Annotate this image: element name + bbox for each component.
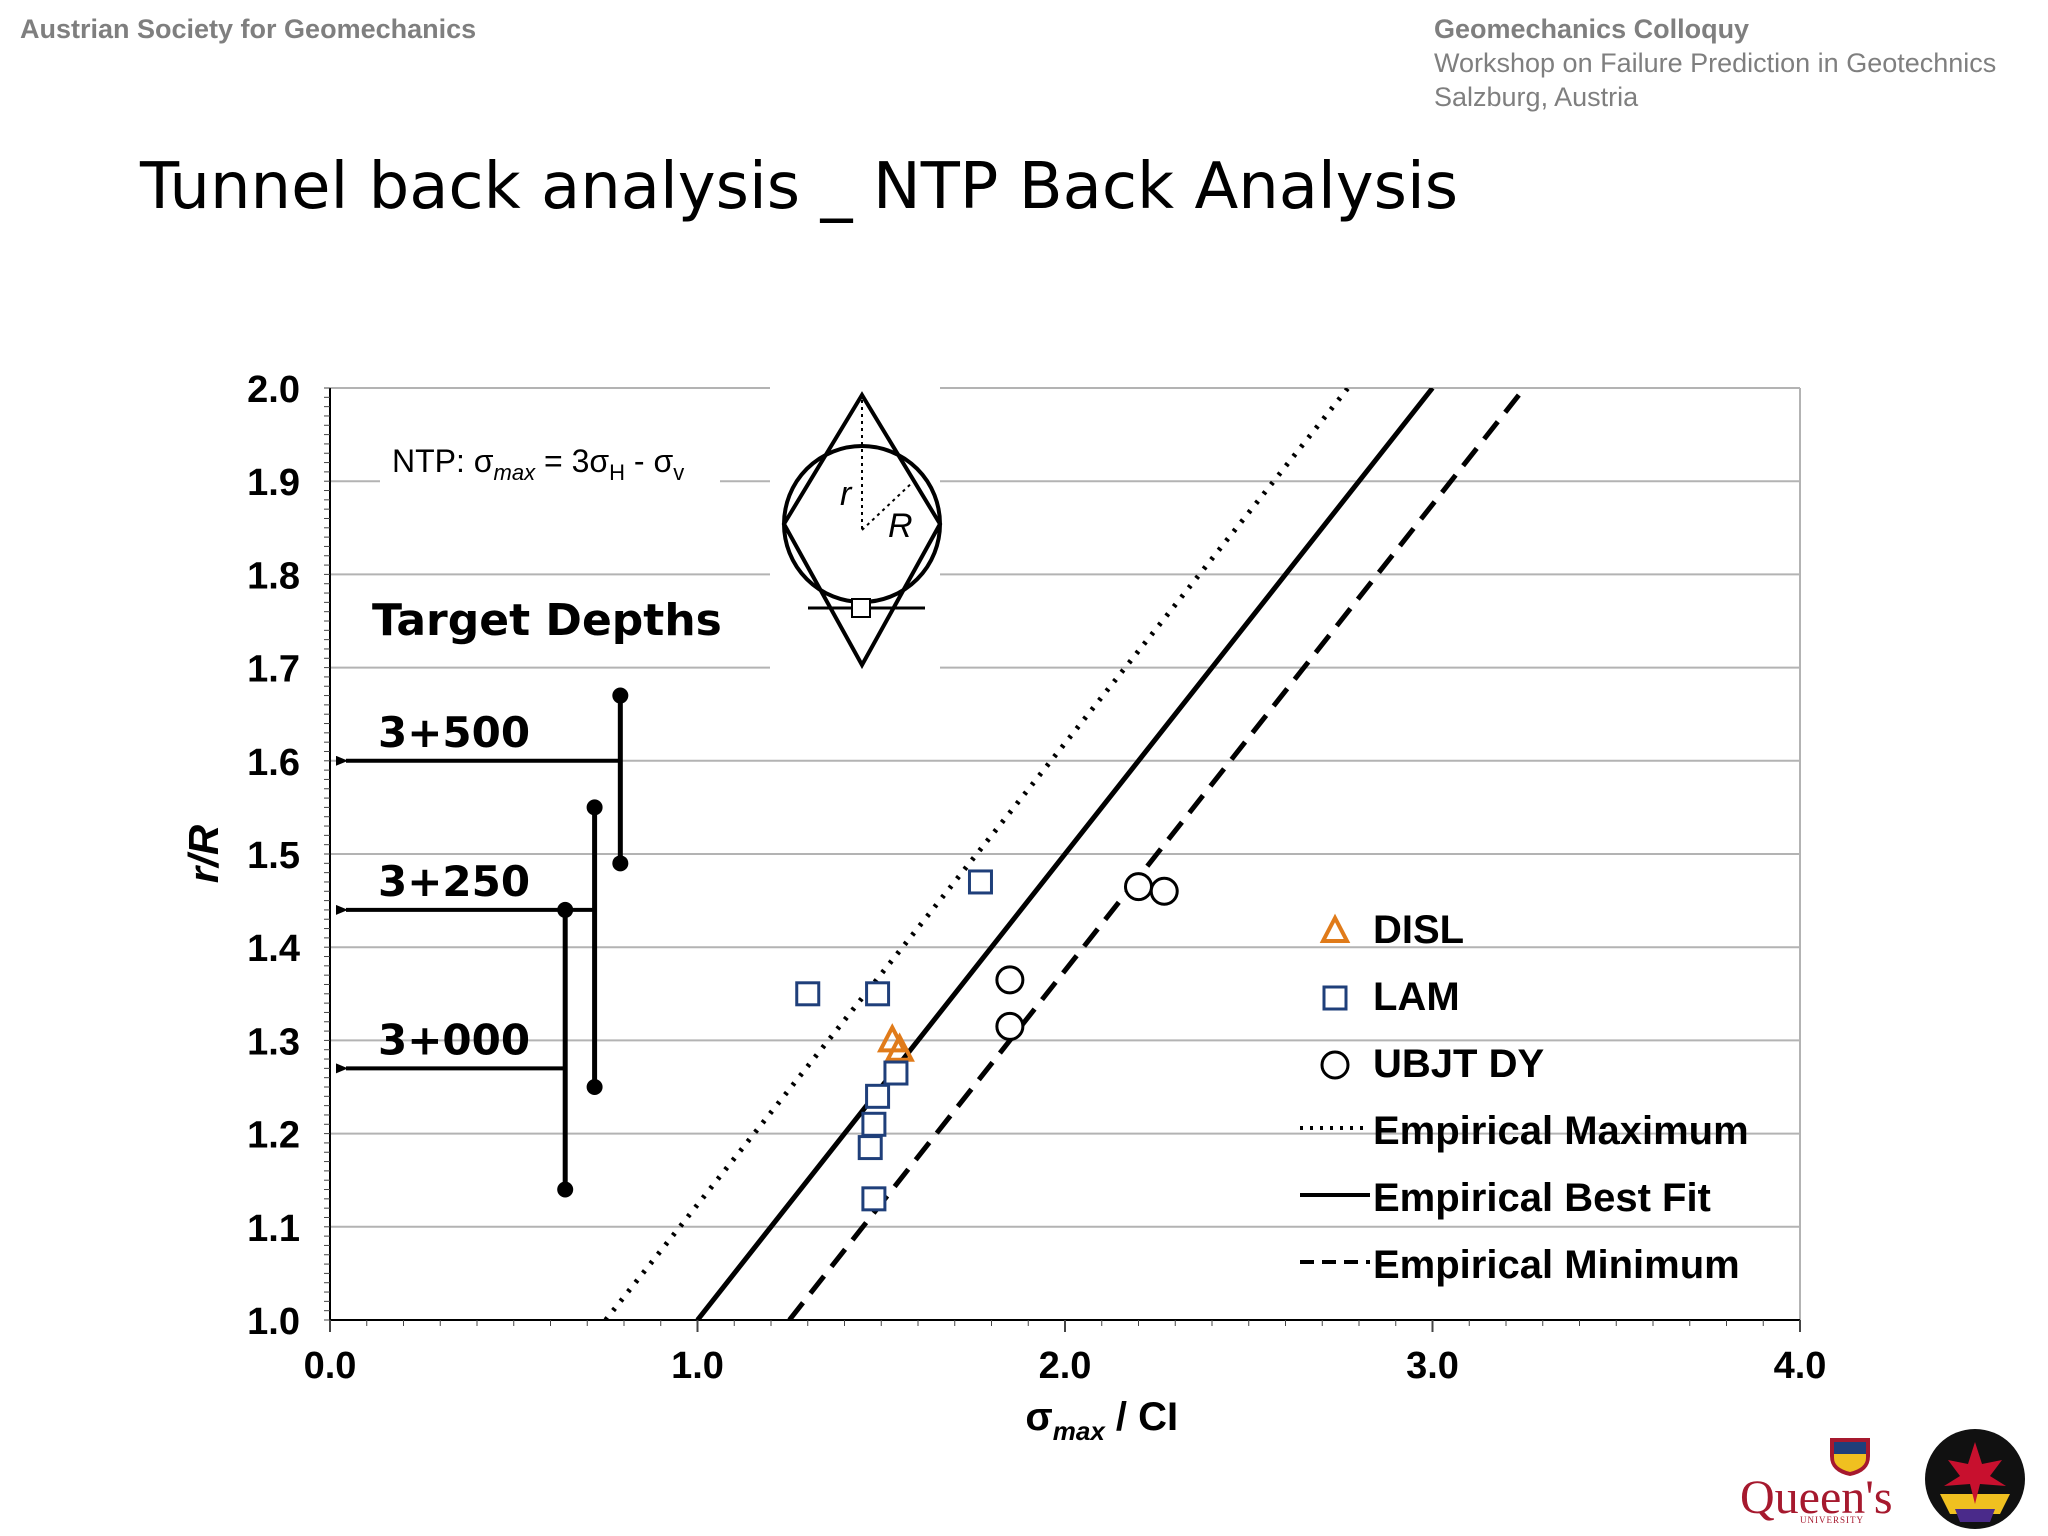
point-lam	[865, 1083, 891, 1109]
target-title-background	[360, 580, 740, 660]
formula-part: = 3σ	[535, 443, 609, 479]
point-ubjt-dy	[995, 1011, 1025, 1041]
legend-label: Empirical Minimum	[1373, 1243, 1740, 1287]
y-tick-label: 1.0	[247, 1301, 300, 1343]
legend-label: Empirical Best Fit	[1373, 1176, 1711, 1220]
formula-part: max	[494, 460, 537, 485]
y-tick-label: 1.9	[247, 462, 300, 504]
point-lam	[861, 1111, 887, 1137]
r-label: r	[840, 475, 853, 513]
slide-title: Tunnel back analysis _ NTP Back Analysis	[140, 150, 1459, 224]
legend-label: DISL	[1373, 908, 1464, 952]
tunnel-schematic: rR	[781, 391, 943, 670]
colloquium-name: Geomechanics Colloquy	[1434, 14, 1750, 44]
formula-part: NTP: σ	[392, 443, 494, 479]
target-depths-title: Target Depths	[372, 595, 722, 646]
R-label: R	[888, 507, 913, 545]
y-tick-label: 1.2	[247, 1115, 300, 1157]
y-tick-label: 1.7	[247, 649, 300, 691]
event-info: Geomechanics Colloquy Workshop on Failur…	[1434, 12, 1996, 114]
schematic-background	[770, 370, 940, 670]
point-lam	[883, 1060, 909, 1086]
y-tick-label: 1.8	[247, 555, 300, 597]
institute-logo-icon	[1925, 1429, 2025, 1529]
depth-label: 3+000	[378, 1015, 530, 1064]
legend-marker-disl	[1319, 913, 1351, 943]
legend-label: UBJT DY	[1373, 1042, 1544, 1086]
formula-text: NTP: σmax = 3σH - σv	[392, 443, 684, 485]
formula-part: - σ	[625, 443, 673, 479]
empirical-lines	[603, 388, 1527, 1320]
depth-range-end	[586, 1079, 603, 1095]
y-tick-label: 1.1	[247, 1208, 300, 1250]
x-tick-label: 0.0	[304, 1345, 357, 1387]
legend: DISL LAM UBJT DY Empirical Maximum Empirical…	[1300, 908, 1749, 1287]
formula-background	[380, 420, 720, 510]
x-axis-label: σmax / CI	[1025, 1395, 1178, 1446]
depth-range-end	[557, 1181, 574, 1198]
y-tick-label: 1.5	[247, 835, 300, 877]
point-disl	[884, 1032, 915, 1062]
y-tick-label: 1.6	[247, 742, 300, 784]
legend-label: LAM	[1373, 975, 1460, 1019]
line-empirical-best-fit	[695, 388, 1435, 1320]
x-tick-label: 4.0	[1774, 1345, 1827, 1387]
x-tick-label: 2.0	[1039, 1345, 1092, 1387]
depth-range-end	[612, 687, 629, 704]
y-tick-label: 1.3	[247, 1021, 300, 1063]
legend-marker-lam	[1322, 985, 1348, 1011]
y-tick-label: 2.0	[247, 369, 300, 411]
organization-name: Austrian Society for Geomechanics	[20, 14, 477, 44]
depth-range-end	[557, 901, 574, 918]
depth-label: 3+250	[378, 857, 530, 906]
depth-label: 3+500	[378, 708, 530, 757]
formula-part: v	[673, 460, 684, 485]
x-tick-label: 1.0	[671, 1345, 724, 1387]
queens-logo-subtext: UNIVERSITY	[1800, 1515, 1864, 1525]
legend-marker-ubjt-dy	[1320, 1050, 1350, 1080]
point-ubjt-dy	[1149, 876, 1179, 906]
formula-part: H	[609, 460, 625, 485]
y-axis-label: r/R	[180, 824, 227, 883]
point-lam	[795, 981, 821, 1007]
depth-range-end	[586, 799, 603, 816]
queens-logo-text: Queen's	[1740, 1471, 1893, 1524]
depth-range-end	[612, 855, 629, 872]
point-lam	[967, 869, 993, 895]
x-tick-label: 3.0	[1406, 1345, 1459, 1387]
workshop-name: Workshop on Failure Prediction in Geotec…	[1434, 48, 1997, 78]
section-marker	[851, 598, 871, 618]
x-axis-label-sub: max	[1053, 1416, 1107, 1446]
legend-label: Empirical Maximum	[1373, 1109, 1749, 1153]
radius-R-line	[861, 479, 916, 531]
x-axis-label-rest: / CI	[1105, 1395, 1178, 1439]
x-axis-label-sigma: σ	[1025, 1395, 1052, 1439]
queens-crest-icon	[1830, 1438, 1870, 1476]
line-empirical-minimum	[787, 388, 1527, 1320]
y-tick-label: 1.4	[247, 928, 300, 970]
point-ubjt-dy	[1124, 872, 1153, 902]
point-lam	[861, 1186, 887, 1212]
point-ubjt-dy	[995, 965, 1025, 995]
event-location: Salzburg, Austria	[1434, 82, 1639, 112]
point-lam	[857, 1135, 883, 1161]
point-lam	[865, 981, 891, 1007]
